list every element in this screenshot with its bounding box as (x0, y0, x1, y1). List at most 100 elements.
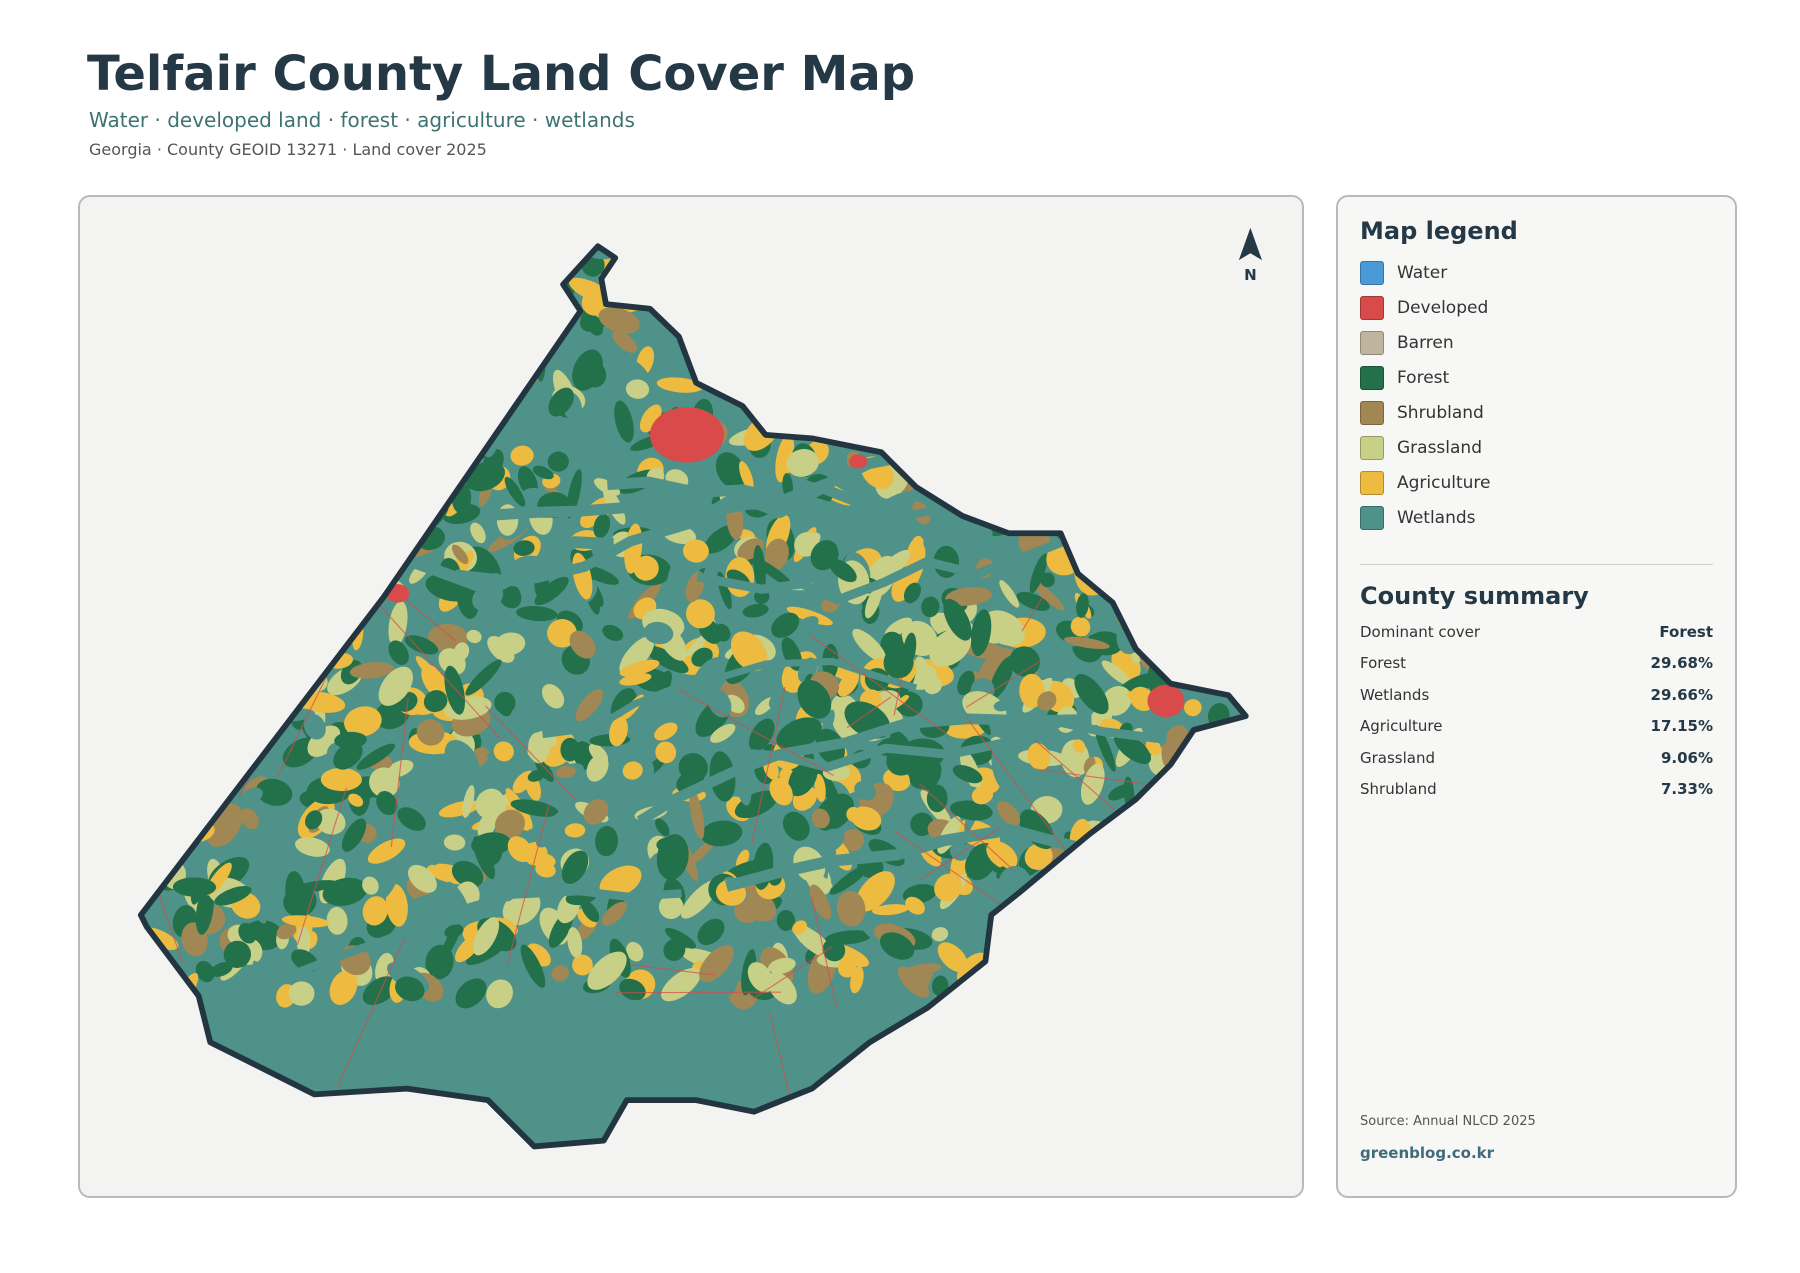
land-patch (191, 754, 224, 789)
land-patch (949, 800, 993, 821)
summary-value: 29.68% (1650, 654, 1713, 673)
land-patch (888, 246, 920, 263)
land-patch (465, 659, 502, 696)
land-patch (679, 264, 712, 295)
land-patch (442, 432, 475, 459)
land-patch (1041, 317, 1070, 364)
land-patch (1194, 567, 1233, 583)
land-patch (263, 688, 291, 709)
land-patch (857, 395, 877, 412)
land-patch (1170, 311, 1194, 334)
road (390, 697, 409, 848)
legend-item: Shrubland (1360, 400, 1484, 426)
land-patch (959, 342, 991, 376)
land-patch (152, 315, 183, 334)
land-patch (1181, 781, 1200, 815)
land-patch (1129, 246, 1153, 261)
land-patch (1074, 674, 1109, 715)
land-patch (689, 789, 705, 840)
land-patch (884, 401, 909, 429)
land-patch (1145, 738, 1161, 756)
land-patch (177, 441, 191, 469)
land-patch (1117, 854, 1159, 886)
land-patch (236, 281, 259, 302)
land-patch (231, 600, 257, 621)
land-patch (713, 246, 743, 274)
land-patch (276, 923, 297, 940)
land-patch (278, 646, 295, 663)
land-patch (1084, 449, 1119, 464)
stream-wetland (696, 523, 1099, 605)
land-patch (466, 629, 482, 644)
land-patch (877, 309, 901, 334)
land-patch (854, 780, 876, 801)
land-patch (1169, 463, 1203, 492)
land-patch (220, 246, 248, 273)
land-patch (449, 248, 479, 267)
land-patch (1227, 579, 1246, 602)
land-patch (1200, 255, 1222, 290)
land-patch (659, 670, 673, 689)
land-patch (201, 469, 248, 507)
land-patch (1163, 958, 1206, 970)
land-patch (532, 323, 550, 341)
road (485, 705, 575, 800)
land-patch (1152, 503, 1170, 521)
land-patch (626, 941, 644, 962)
land-patch (1230, 946, 1246, 972)
land-patch (822, 280, 841, 294)
summary-value: 9.06% (1660, 748, 1713, 767)
land-patch (754, 246, 776, 259)
land-patch (226, 603, 269, 628)
land-patch (614, 400, 634, 443)
land-patch (663, 939, 686, 961)
land-patch (235, 314, 268, 329)
land-patch (1219, 483, 1244, 509)
land-patch (407, 864, 437, 893)
land-patch (1153, 831, 1178, 853)
land-patch (362, 976, 398, 1006)
land-patch (656, 377, 703, 393)
land-patch (808, 323, 849, 346)
land-patch (391, 361, 418, 397)
land-patch (736, 771, 752, 806)
land-patch (784, 282, 806, 304)
land-patch (198, 261, 234, 284)
land-patch (296, 612, 330, 625)
site-link[interactable]: greenblog.co.kr (1360, 1144, 1495, 1162)
land-patch (331, 333, 344, 379)
land-patch (1033, 307, 1059, 326)
land-patch (1067, 869, 1109, 899)
land-patch (291, 664, 313, 685)
land-patch (1009, 646, 1041, 677)
land-patch (1119, 366, 1149, 396)
land-patch (276, 736, 290, 749)
land-patch (937, 367, 953, 400)
land-patch (949, 401, 968, 434)
land-patch (350, 251, 372, 282)
land-patch (432, 386, 471, 422)
land-patch (289, 534, 324, 564)
road (1015, 347, 1169, 425)
land-patch (822, 938, 846, 962)
land-patch (788, 760, 818, 797)
land-patch (789, 871, 801, 889)
land-patch (241, 258, 260, 284)
land-patch (1215, 311, 1241, 346)
land-patch (750, 246, 785, 266)
land-patch (785, 290, 801, 315)
land-patch (206, 251, 224, 274)
land-patch (276, 473, 314, 487)
land-patch (795, 385, 823, 418)
land-patch (185, 548, 201, 572)
land-patch (1228, 397, 1246, 412)
source: Source: Annual NLCD 2025 (1360, 1114, 1536, 1129)
land-patch (392, 375, 421, 404)
land-patch (734, 790, 778, 819)
land-patch (1193, 608, 1214, 631)
land-patch (1095, 863, 1139, 879)
land-patch (404, 635, 439, 655)
land-patch (274, 864, 288, 875)
land-patch (903, 297, 922, 310)
